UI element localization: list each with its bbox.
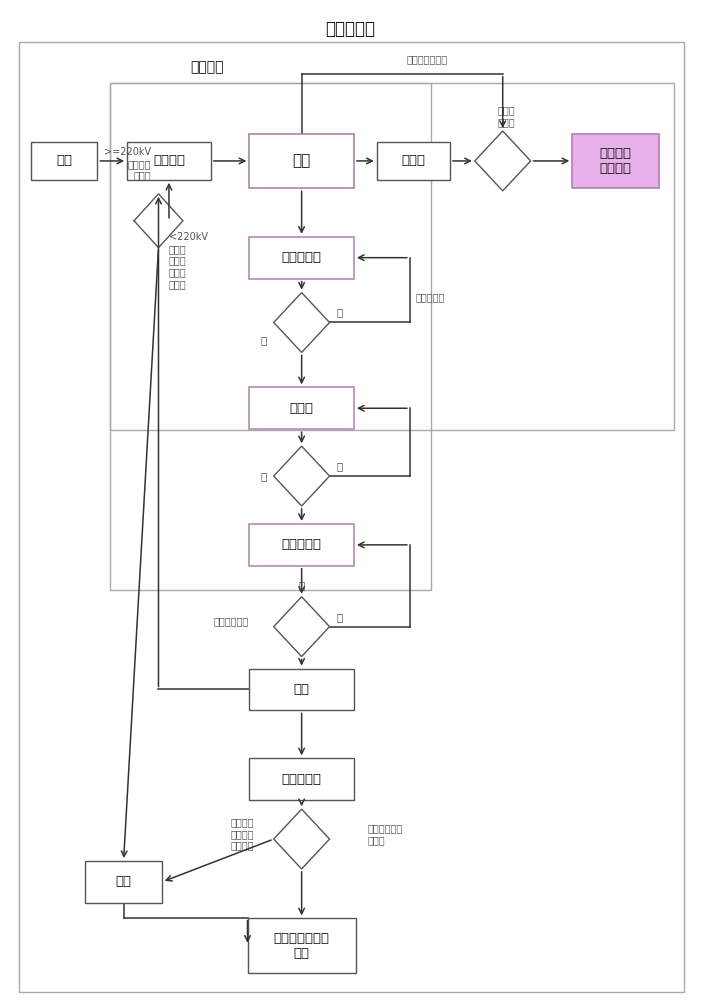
FancyBboxPatch shape xyxy=(250,669,354,710)
Text: 刀闸（内）: 刀闸（内） xyxy=(282,251,322,264)
Text: 开: 开 xyxy=(337,461,343,471)
Text: 大于当前
变电站的
电压等级: 大于当前 变电站的 电压等级 xyxy=(231,817,254,851)
Text: 开始: 开始 xyxy=(56,154,72,167)
Text: 合: 合 xyxy=(260,471,266,481)
Text: 变压器: 变压器 xyxy=(402,154,426,167)
FancyBboxPatch shape xyxy=(250,758,354,800)
Text: 变电站内
拓扑结束: 变电站内 拓扑结束 xyxy=(600,147,632,175)
Text: 站内拓扑: 站内拓扑 xyxy=(191,60,224,74)
FancyBboxPatch shape xyxy=(31,142,97,180)
Text: <220kV
进入该
站当前
开关继
续拓扑: <220kV 进入该 站当前 开关继 续拓扑 xyxy=(169,232,208,289)
Text: 刀闸（外）: 刀闸（外） xyxy=(282,538,322,551)
Text: 输出: 输出 xyxy=(116,875,132,888)
FancyBboxPatch shape xyxy=(250,134,354,188)
Bar xyxy=(109,83,431,590)
Text: 开: 开 xyxy=(337,612,343,622)
FancyBboxPatch shape xyxy=(247,918,355,973)
Text: >=220kV
输出后不
再拓扑: >=220kV 输出后不 再拓扑 xyxy=(104,147,151,181)
Text: 母线: 母线 xyxy=(292,153,311,168)
FancyBboxPatch shape xyxy=(376,142,450,180)
FancyBboxPatch shape xyxy=(250,237,354,279)
Text: 故障开关: 故障开关 xyxy=(153,154,185,167)
Text: 开关遍历结束: 开关遍历结束 xyxy=(214,617,250,627)
Text: 开: 开 xyxy=(337,308,343,318)
Text: 母线遍
历完成: 母线遍 历完成 xyxy=(497,105,515,127)
Text: 合: 合 xyxy=(299,580,305,590)
Text: 线路: 线路 xyxy=(294,683,310,696)
Polygon shape xyxy=(273,809,329,869)
Bar xyxy=(109,83,674,430)
Text: 合: 合 xyxy=(260,335,266,345)
Text: 对侧变电站: 对侧变电站 xyxy=(282,773,322,786)
Text: 交流线段端拓扑
结束: 交流线段端拓扑 结束 xyxy=(273,932,329,960)
Text: 下一个开关: 下一个开关 xyxy=(416,293,445,303)
Polygon shape xyxy=(273,446,329,506)
FancyBboxPatch shape xyxy=(250,524,354,566)
Polygon shape xyxy=(273,293,329,352)
FancyBboxPatch shape xyxy=(250,387,354,429)
Text: 小于当前站电
压等级: 小于当前站电 压等级 xyxy=(368,823,403,845)
Text: 遍历升压侧母线: 遍历升压侧母线 xyxy=(407,54,447,64)
Polygon shape xyxy=(475,131,531,191)
Text: 拓扑流程图: 拓扑流程图 xyxy=(325,20,376,38)
Text: 断路器: 断路器 xyxy=(290,402,313,415)
FancyBboxPatch shape xyxy=(86,861,162,903)
FancyBboxPatch shape xyxy=(572,134,660,188)
Polygon shape xyxy=(273,597,329,657)
FancyBboxPatch shape xyxy=(127,142,211,180)
Polygon shape xyxy=(134,194,183,248)
